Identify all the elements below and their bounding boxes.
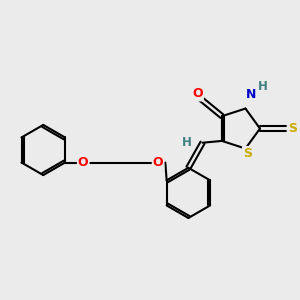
- Text: N: N: [246, 88, 257, 101]
- Text: S: S: [243, 147, 252, 160]
- Text: S: S: [288, 122, 297, 135]
- Text: O: O: [153, 156, 163, 169]
- Text: O: O: [192, 87, 203, 101]
- Text: H: H: [257, 80, 267, 93]
- Text: O: O: [78, 156, 88, 169]
- Text: H: H: [182, 136, 192, 149]
